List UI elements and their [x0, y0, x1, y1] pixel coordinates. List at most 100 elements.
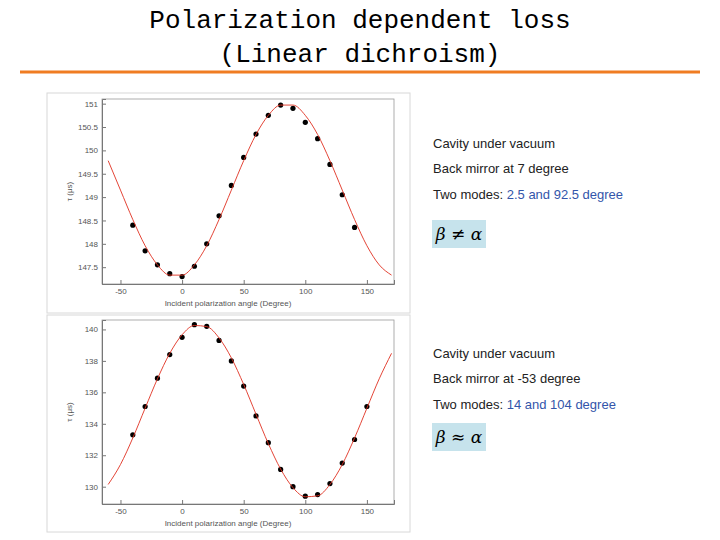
tick: -50	[115, 280, 127, 296]
tick: 136	[85, 388, 106, 397]
tick: 50	[240, 280, 249, 296]
tick-label: 151	[85, 100, 99, 109]
tick-label: 147.5	[78, 263, 99, 272]
relation: β ≠ α	[435, 224, 483, 244]
y-axis: 130 132 134 136 138 140	[85, 321, 106, 505]
data-point	[192, 322, 197, 327]
annotation: Two modes: 2.5 and 92.5 degree	[433, 187, 623, 202]
annotation-value: 14 and 104 degree	[507, 397, 616, 412]
plot-frame	[102, 320, 394, 504]
relation-box	[432, 423, 486, 451]
relation: β ≈ α	[435, 427, 483, 447]
tick-label: 136	[85, 388, 99, 397]
tick: 147.5	[78, 263, 106, 272]
tick-label: 100	[299, 507, 313, 516]
axis-line	[103, 100, 107, 285]
data-point	[303, 120, 308, 125]
annotation: Back mirror at -53 degree	[433, 371, 580, 386]
tick-mark	[244, 500, 245, 504]
tick-mark	[120, 500, 121, 504]
tick: 149	[85, 193, 106, 202]
tick: 150	[361, 280, 375, 296]
slide-subtitle: (Linear dichroism)	[220, 40, 501, 70]
tick: 100	[299, 500, 313, 516]
tick-mark	[102, 220, 106, 221]
axis-line	[103, 500, 395, 505]
tick-label: 148.5	[78, 217, 99, 226]
tick: 130	[85, 483, 106, 492]
tick-label: 140	[85, 325, 99, 334]
chart-background	[47, 315, 410, 532]
x-axis: -50 0 50 100 150	[103, 500, 395, 516]
x-axis: -50050100150	[103, 280, 395, 296]
data-point	[352, 225, 357, 230]
tick: 50	[240, 500, 249, 516]
tick-mark	[102, 104, 106, 105]
axis-line	[103, 321, 107, 505]
tick-mark	[102, 329, 106, 330]
tick-mark	[182, 280, 183, 284]
annotation-label: Two modes:	[433, 397, 507, 412]
tick-mark	[102, 150, 106, 151]
tick-label: 50	[240, 287, 249, 296]
annotation: Two modes: 14 and 104 degree	[433, 397, 616, 412]
tick: 0	[180, 280, 185, 296]
tick-label: -50	[115, 287, 127, 296]
tick-mark	[102, 455, 106, 456]
tick: 148.5	[78, 217, 106, 226]
fit-line	[108, 326, 391, 497]
tick-mark	[120, 280, 121, 284]
data-point	[290, 106, 295, 111]
annotation: Back mirror at 7 degree	[433, 161, 569, 176]
tick: -50	[115, 500, 127, 516]
x-axis-title: Incident polarization angle (Degree)	[165, 299, 292, 308]
tick: 138	[85, 357, 106, 366]
chart: -50050100150147.5148148.5149149.5150150.…	[47, 93, 623, 313]
tick: 134	[85, 420, 106, 429]
tick-mark	[367, 500, 368, 504]
tick-label: 134	[85, 420, 99, 429]
tick-mark	[367, 280, 368, 284]
tick-label: 0	[180, 507, 185, 516]
chart: -50050100150130132134136138140Incident p…	[47, 315, 616, 532]
tick-label: 150	[85, 146, 99, 155]
plot-area	[108, 322, 391, 499]
axis-line	[103, 280, 395, 285]
slide: Polarization dependent loss (Linear dichr…	[0, 0, 720, 540]
annotation: Cavity under vacuum	[433, 346, 555, 361]
tick-mark	[305, 500, 306, 504]
tick-mark	[244, 280, 245, 284]
tick-label: 150.5	[78, 123, 99, 132]
tick-mark	[102, 392, 106, 393]
tick-label: 149	[85, 193, 99, 202]
tick-label: 150	[361, 287, 375, 296]
tick-mark	[182, 500, 183, 504]
y-axis-title: τ (μs)	[65, 402, 74, 422]
tick-mark	[102, 197, 106, 198]
y-axis-title: τ (μs)	[65, 182, 74, 202]
tick-label: 138	[85, 357, 99, 366]
tick-mark	[102, 487, 106, 488]
fit-line	[108, 105, 391, 275]
tick-mark	[305, 280, 306, 284]
tick: 150	[361, 500, 375, 516]
tick: 149.5	[78, 170, 106, 179]
y-axis: 147.5148148.5149149.5150150.5151	[78, 100, 106, 285]
tick-mark	[102, 244, 106, 245]
tick: 140	[85, 325, 106, 334]
tick-mark	[102, 267, 106, 268]
tick: 132	[85, 451, 106, 460]
slide-title: Polarization dependent loss	[149, 6, 570, 36]
tick-label: 150	[361, 507, 375, 516]
annotation: Cavity under vacuum	[433, 136, 555, 151]
tick-label: 130	[85, 483, 99, 492]
tick-mark	[102, 424, 106, 425]
plot-area	[108, 102, 391, 279]
tick-label: 50	[240, 507, 249, 516]
tick: 0	[180, 500, 185, 516]
plot-frame	[102, 99, 394, 284]
tick-label: -50	[115, 507, 127, 516]
tick: 150.5	[78, 123, 106, 132]
chart-background	[47, 93, 410, 313]
tick-mark	[102, 361, 106, 362]
